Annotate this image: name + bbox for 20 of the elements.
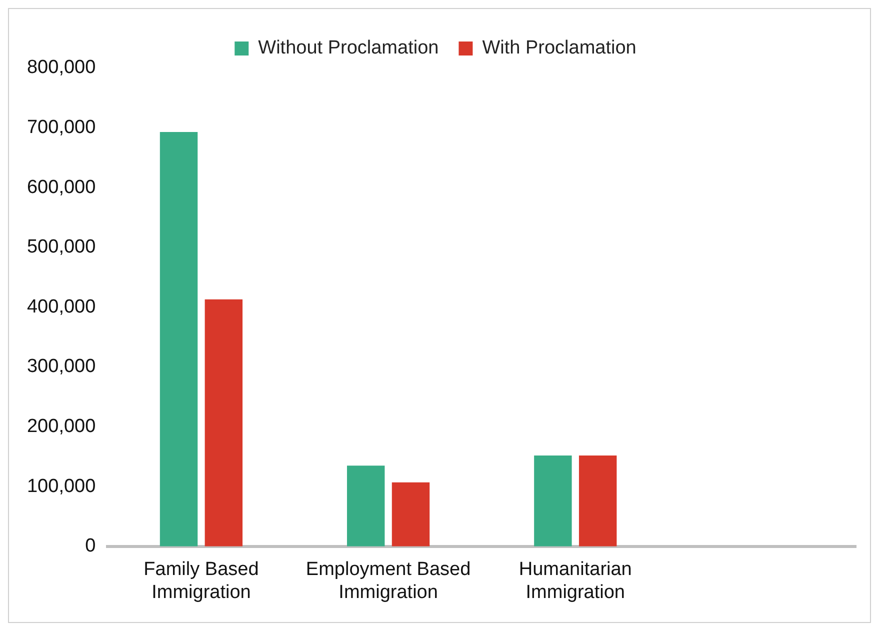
- y-tick-label: 200,000: [26, 416, 96, 438]
- y-tick-label: 600,000: [26, 176, 96, 198]
- x-tick-label: Family Based Immigration: [144, 559, 259, 603]
- bar: [346, 466, 385, 546]
- bar: [578, 456, 617, 546]
- legend-label: Without Proclamation: [258, 38, 439, 59]
- bar: [204, 299, 243, 546]
- x-tick-label: Humanitarian Immigration: [518, 559, 632, 603]
- y-tick-label: 700,000: [26, 117, 96, 138]
- bar: [160, 132, 198, 546]
- legend-label: With Proclamation: [482, 38, 636, 59]
- y-tick-label: 500,000: [26, 236, 96, 258]
- x-tick-label: Employment Based Immigration: [306, 559, 471, 603]
- y-tick-label: 800,000: [26, 57, 96, 78]
- bar: [392, 482, 430, 546]
- y-tick-label: 300,000: [26, 356, 96, 378]
- bar: [534, 456, 572, 546]
- y-tick-label: 100,000: [26, 476, 96, 497]
- y-tick-label: 400,000: [26, 296, 96, 318]
- y-tick-label: 0: [85, 536, 96, 557]
